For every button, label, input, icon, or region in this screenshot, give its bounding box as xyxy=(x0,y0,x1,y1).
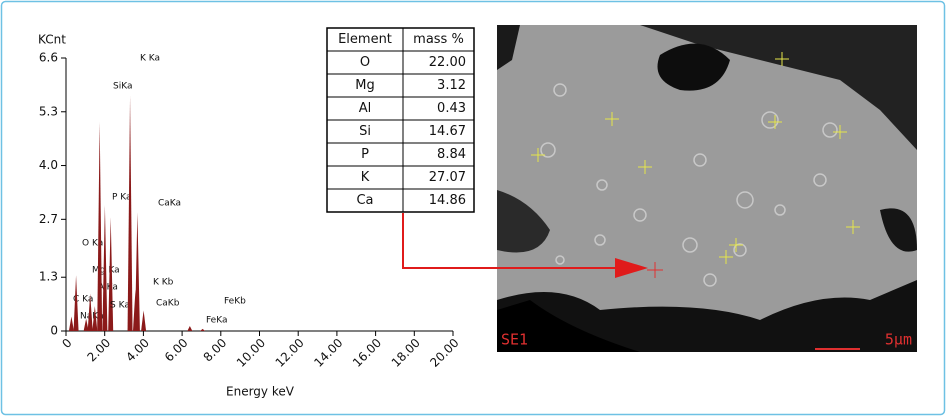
y-tick-label: 6.6 xyxy=(39,51,58,65)
table-cell: 27.07 xyxy=(429,170,466,185)
peak-label: FeKb xyxy=(224,297,246,307)
table-cell: Al xyxy=(359,101,372,116)
y-tick-label: 5.3 xyxy=(39,104,58,118)
y-axis-label: KCnt xyxy=(38,33,66,47)
table-cell: Ca xyxy=(356,193,373,208)
table-cell: 22.00 xyxy=(429,55,466,70)
peak-label: P Ka xyxy=(112,193,132,203)
y-tick-label: 2.7 xyxy=(39,212,58,226)
peak-label: K Kb xyxy=(153,278,174,288)
scale-label: 5μm xyxy=(885,331,912,349)
page: {"chart_data": {"type": "spectrum", "y_l… xyxy=(0,0,946,416)
image-label: SE1 xyxy=(501,331,528,349)
peak-label: FeKa xyxy=(206,316,227,326)
peak-label: CaKb xyxy=(156,299,180,309)
peak-label: S Ka xyxy=(110,301,130,311)
peak-label: SiKa xyxy=(113,82,132,92)
table-cell: P xyxy=(361,147,369,162)
sem-image: SE1 5μm xyxy=(497,25,917,352)
table-header: Element xyxy=(338,32,392,47)
peak-label: K Ka xyxy=(140,54,160,64)
peak-label: CaKa xyxy=(158,199,181,209)
table-cell: 14.67 xyxy=(429,124,466,139)
table: Element mass % O 22.00 Mg 3.12 Al 0.43 Si 14.67 P 8… xyxy=(327,28,474,212)
table-header: mass % xyxy=(413,32,464,47)
table-cell: 14.86 xyxy=(429,193,466,208)
y-tick-label: 4.0 xyxy=(39,158,58,172)
y-tick-label: 1.3 xyxy=(39,270,58,284)
table-cell: Si xyxy=(359,124,371,139)
table-cell: 8.84 xyxy=(437,147,466,162)
table-cell: 3.12 xyxy=(437,78,466,93)
x-axis-label: Energy keV xyxy=(226,385,295,399)
table-cell: Mg xyxy=(355,78,374,93)
table-cell: O xyxy=(360,55,370,70)
table-cell: K xyxy=(361,170,370,185)
table-cell: 0.43 xyxy=(437,101,466,116)
y-tick-label: 0 xyxy=(50,324,58,338)
figure: KCnt Energy keV SE1 5μm Elementmass xyxy=(0,0,946,416)
